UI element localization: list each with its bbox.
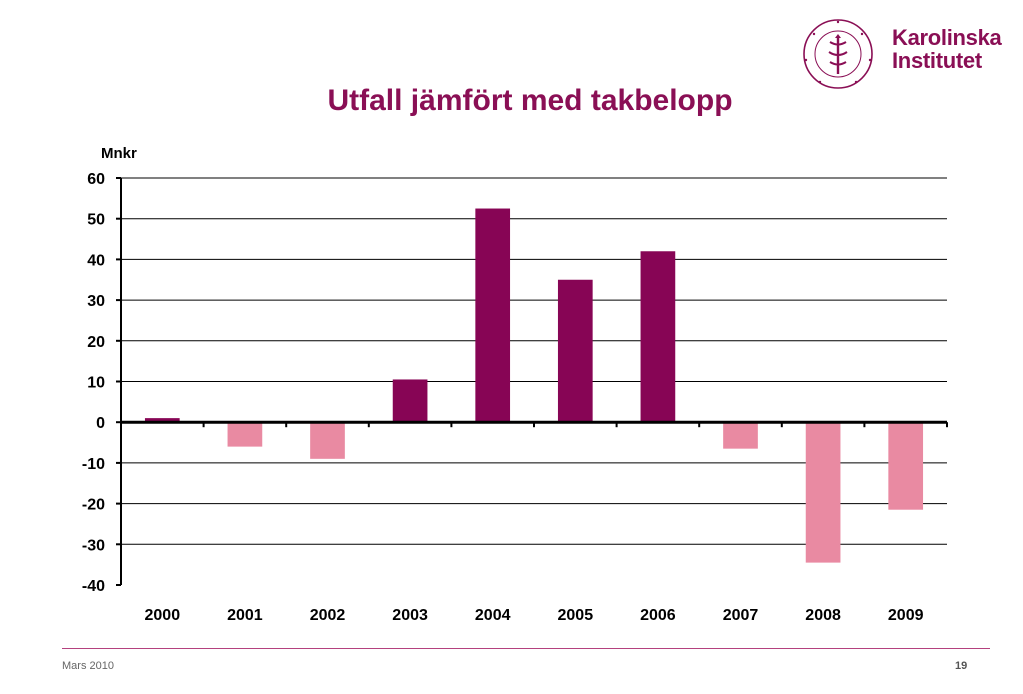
y-tick-label: 40: [87, 252, 105, 269]
axes: [116, 177, 948, 586]
x-tick-label: 2005: [558, 607, 594, 624]
y-tick-label: 0: [96, 415, 105, 432]
x-tick-label: 2004: [475, 607, 511, 624]
y-tick-label: -10: [82, 456, 105, 473]
bar: [640, 251, 676, 423]
x-tick-label: 2000: [145, 607, 181, 624]
x-tick-labels: 2000 2001 2002 2003 2004 2005 2006 2007 2008 2009: [145, 607, 924, 624]
y-tick-label: -40: [82, 578, 105, 595]
bar: [888, 422, 924, 510]
page-number: 19: [955, 660, 968, 672]
y-tick-label: -30: [82, 537, 105, 554]
bar: [475, 208, 511, 423]
x-tick-label: 2008: [805, 607, 841, 624]
y-tick-labels: 60 50 40 30 20 10 0 -10 -20 -30 -40: [82, 171, 105, 595]
seal-icon: [803, 19, 873, 89]
karolinska-logo: Karolinska Institutet: [796, 16, 1002, 96]
bar: [227, 422, 263, 447]
y-tick-label: 30: [87, 293, 105, 310]
x-tick-label: 2003: [392, 607, 428, 624]
y-tick-label: 60: [87, 171, 105, 188]
bar: [805, 422, 841, 563]
x-tick-label: 2009: [888, 607, 924, 624]
logo-line-1: Karolinska: [892, 25, 1002, 50]
x-tick-label: 2002: [310, 607, 346, 624]
bar: [310, 422, 345, 459]
y-tick-label: -20: [82, 497, 105, 514]
slide-title: Utfall jämfört med takbelopp: [327, 84, 733, 117]
y-axis-label: Mnkr: [101, 145, 137, 162]
footer-date: Mars 2010: [62, 660, 114, 672]
logo-wordmark: Karolinska Institutet: [892, 26, 1002, 72]
y-tick-label: 20: [87, 334, 105, 351]
y-tick-label: 50: [87, 212, 105, 229]
footer-divider: [62, 648, 990, 649]
x-tick-label: 2001: [227, 607, 263, 624]
bar: [557, 279, 593, 423]
x-tick-label: 2007: [723, 607, 759, 624]
logo-line-2: Institutet: [892, 48, 982, 73]
bar: [723, 422, 758, 449]
bar: [392, 379, 428, 423]
x-tick-label: 2006: [640, 607, 676, 624]
y-tick-label: 10: [87, 375, 105, 392]
chart-area: Mnkr 60 50 40 30 20 10 0 -10 -20 -30 -40 2000 2001 2…: [82, 145, 948, 624]
bars: [144, 208, 924, 563]
bar: [144, 418, 180, 423]
